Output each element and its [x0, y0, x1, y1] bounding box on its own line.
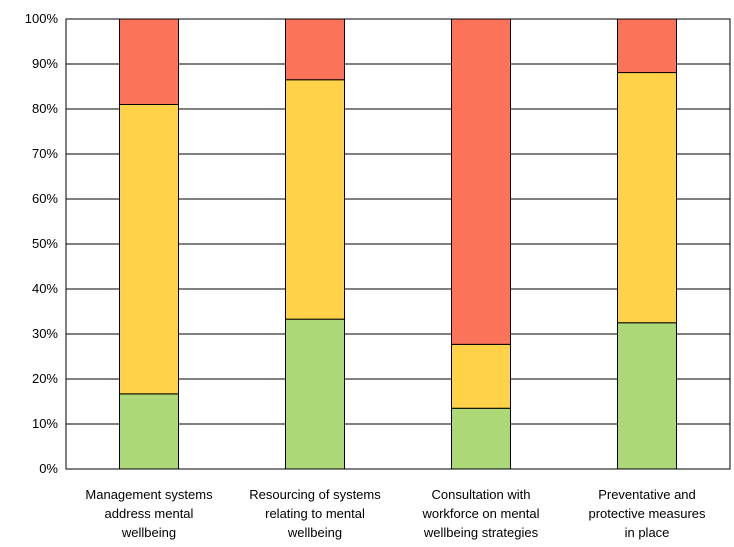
x-category-label-line: address mental [104, 506, 194, 521]
bar-segment-3-category-1 [119, 18, 179, 105]
x-category-label-line: wellbeing [287, 525, 343, 540]
bar-segment-3-category-4 [617, 18, 677, 74]
x-category-label: Consultation with workforce on mental well… [401, 485, 561, 542]
y-tick-label: 50% [32, 236, 58, 251]
y-tick-label: 80% [32, 101, 58, 116]
bar-segment-2-category-3 [451, 343, 511, 409]
y-tick-label: 60% [32, 191, 58, 206]
x-category-label-line: Consultation with [431, 487, 531, 502]
bar-segment-1-category-1 [119, 393, 179, 470]
y-tick-label: 90% [32, 56, 58, 71]
bar-segment-1-category-2 [285, 318, 345, 470]
y-tick-label: 70% [32, 146, 58, 161]
bar-segment-2-category-4 [617, 72, 677, 324]
y-tick-label: 100% [25, 11, 59, 26]
y-tick-label: 20% [32, 371, 58, 386]
plot-area-border [65, 18, 731, 470]
bar-segment-2-category-1 [119, 104, 179, 395]
y-tick-label: 0% [39, 461, 58, 476]
y-axis-tick-labels: 0% 10% 20% 30% 40% 50% 60% 70% 80% 90% 100% [25, 11, 59, 476]
bar-segment-1-category-3 [451, 407, 511, 470]
x-category-label: Preventative and protective measures in pl… [567, 485, 727, 542]
x-category-label-line: Resourcing of systems [249, 487, 381, 502]
x-category-label-line: wellbeing strategies [423, 525, 539, 540]
x-category-label: Resourcing of systems relating to mental w… [235, 485, 395, 542]
x-category-label-line: Preventative and [598, 487, 696, 502]
bar-segment-3-category-2 [285, 18, 345, 81]
x-category-label: Management systems address mental wellbein… [69, 485, 229, 542]
x-category-label-line: wellbeing [121, 525, 177, 540]
x-category-label-line: protective measures [588, 506, 706, 521]
x-category-label-line: in place [624, 525, 670, 540]
bars [119, 18, 677, 470]
x-category-label-line: workforce on mental [422, 506, 540, 521]
x-category-label-line: Management systems [85, 487, 213, 502]
x-category-label-line: relating to mental [265, 506, 365, 521]
bar-segment-3-category-3 [451, 18, 511, 345]
y-tick-label: 40% [32, 281, 58, 296]
bar-segment-2-category-2 [285, 79, 345, 320]
bar-segment-1-category-4 [617, 322, 677, 470]
y-tick-label: 10% [32, 416, 58, 431]
y-tick-label: 30% [32, 326, 58, 341]
